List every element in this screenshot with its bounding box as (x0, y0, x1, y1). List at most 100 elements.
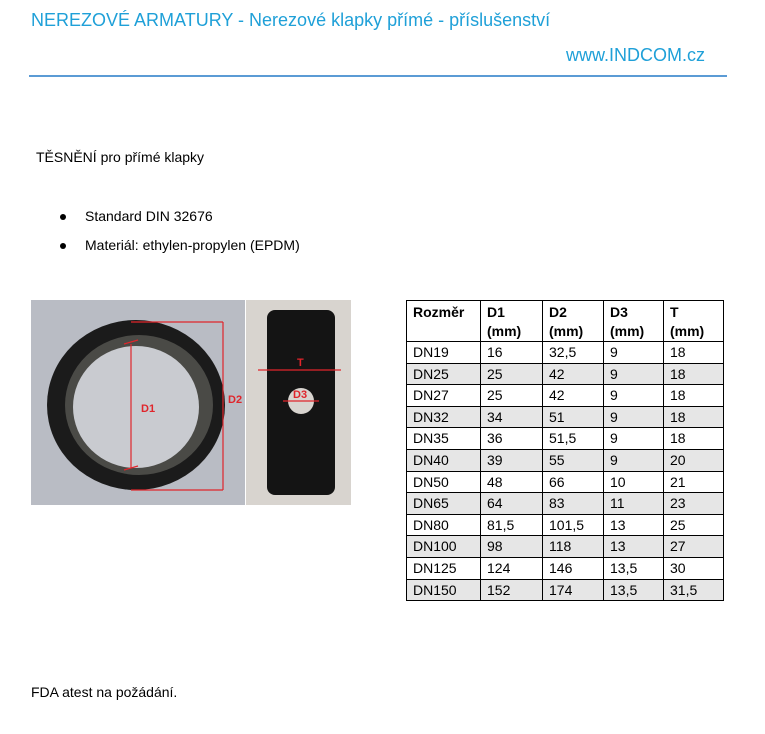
table-cell: 101,5 (542, 513, 604, 537)
table-cell: DN40 (406, 448, 481, 472)
table-header-row: Rozměr D1 (mm) D2 (mm) D3 (mm) T (mm) (406, 300, 724, 342)
table-cell: DN80 (406, 513, 481, 537)
t-label: T (297, 357, 304, 369)
header-label: T (670, 304, 679, 320)
table-cell: DN35 (406, 427, 481, 450)
table-cell: 39 (480, 448, 543, 472)
website-link[interactable]: www.INDCOM.cz (566, 45, 705, 65)
table-cell: 30 (663, 556, 724, 580)
header-label: Rozměr (413, 304, 465, 320)
table-row: DN32 34 51 9 18 (406, 405, 724, 429)
header-unit: (mm) (487, 323, 522, 339)
table-cell: 55 (542, 448, 604, 472)
header-unit (413, 322, 474, 341)
table-cell: DN150 (406, 578, 481, 602)
header-label: D1 (487, 304, 505, 320)
bullet-item: Standard DIN 32676 (60, 208, 213, 224)
d3-label: D3 (293, 389, 307, 401)
table-cell: DN100 (406, 535, 481, 558)
table-cell: 118 (542, 535, 604, 558)
table-cell: 9 (603, 405, 664, 429)
table-cell: 13,5 (603, 578, 664, 602)
table-cell: 31,5 (663, 578, 724, 602)
page-title: NEREZOVÉ ARMATURY - Nerezové klapky přím… (31, 10, 551, 30)
column-header: D1 (mm) (480, 300, 543, 342)
header-unit: (mm) (549, 323, 584, 339)
dimensions-table: Rozměr D1 (mm) D2 (mm) D3 (mm) T (mm) DN19 16 32,… (406, 300, 724, 602)
table-cell: 81,5 (480, 513, 543, 537)
d1-label: D1 (141, 403, 155, 415)
table-cell: 124 (480, 556, 543, 580)
table-row: DN35 36 51,5 9 18 (406, 427, 724, 450)
table-cell: 18 (663, 427, 724, 450)
table-cell: 152 (480, 578, 543, 602)
header-divider (29, 75, 727, 77)
bullet-text: Materiál: ethylen-propylen (EPDM) (85, 237, 300, 253)
table-cell: DN27 (406, 384, 481, 407)
column-header: D2 (mm) (542, 300, 604, 342)
table-row: DN80 81,5 101,5 13 25 (406, 513, 724, 537)
table-row: DN150 152 174 13,5 31,5 (406, 578, 724, 602)
table-row: DN65 64 83 11 23 (406, 492, 724, 515)
table-cell: 9 (603, 384, 664, 407)
header-label: D2 (549, 304, 567, 320)
column-header: D3 (mm) (603, 300, 664, 342)
table-cell: 11 (603, 492, 664, 515)
table-cell: 42 (542, 362, 604, 386)
table-cell: 174 (542, 578, 604, 602)
table-cell: DN32 (406, 405, 481, 429)
gasket-photo: D1 D2 T D3 (31, 300, 351, 505)
table-row: DN40 39 55 9 20 (406, 448, 724, 472)
table-cell: 66 (542, 470, 604, 494)
header-unit: (mm) (670, 323, 705, 339)
table-cell: DN25 (406, 362, 481, 386)
table-cell: 13 (603, 513, 664, 537)
header-unit: (mm) (610, 323, 645, 339)
table-cell: 21 (663, 470, 724, 494)
bullet-icon (60, 243, 66, 250)
table-cell: 64 (480, 492, 543, 515)
table-cell: 13,5 (603, 556, 664, 580)
column-header: T (mm) (663, 300, 724, 342)
table-row: DN125 124 146 13,5 30 (406, 556, 724, 580)
table-cell: 18 (663, 405, 724, 429)
table-cell: 9 (603, 448, 664, 472)
table-cell: 25 (480, 362, 543, 386)
table-cell: 25 (480, 384, 543, 407)
table-row: DN19 16 32,5 9 18 (406, 341, 724, 364)
footer-note: FDA atest na požádání. (31, 684, 178, 700)
table-cell: 9 (603, 427, 664, 450)
table-cell: DN125 (406, 556, 481, 580)
table-cell: 18 (663, 384, 724, 407)
table-cell: 9 (603, 362, 664, 386)
table-cell: 18 (663, 341, 724, 364)
table-cell: 25 (663, 513, 724, 537)
table-cell: 9 (603, 341, 664, 364)
table-cell: DN19 (406, 341, 481, 364)
column-header: Rozměr (406, 300, 481, 342)
table-cell: 36 (480, 427, 543, 450)
table-cell: DN65 (406, 492, 481, 515)
table-cell: 51,5 (542, 427, 604, 450)
table-cell: 32,5 (542, 341, 604, 364)
table-row: DN100 98 118 13 27 (406, 535, 724, 558)
table-cell: 27 (663, 535, 724, 558)
bullet-text: Standard DIN 32676 (85, 208, 213, 224)
bullet-icon (60, 214, 66, 221)
d2-label: D2 (228, 394, 242, 406)
table-row: DN25 25 42 9 18 (406, 362, 724, 386)
bullet-item: Materiál: ethylen-propylen (EPDM) (60, 237, 300, 253)
table-cell: 48 (480, 470, 543, 494)
table-row: DN27 25 42 9 18 (406, 384, 724, 407)
table-cell: 20 (663, 448, 724, 472)
table-cell: 98 (480, 535, 543, 558)
table-cell: 10 (603, 470, 664, 494)
table-cell: 34 (480, 405, 543, 429)
table-cell: 146 (542, 556, 604, 580)
header-label: D3 (610, 304, 628, 320)
section-heading: TĚSNĚNÍ pro přímé klapky (36, 149, 205, 165)
table-cell: 42 (542, 384, 604, 407)
table-cell: 23 (663, 492, 724, 515)
table-cell: 18 (663, 362, 724, 386)
